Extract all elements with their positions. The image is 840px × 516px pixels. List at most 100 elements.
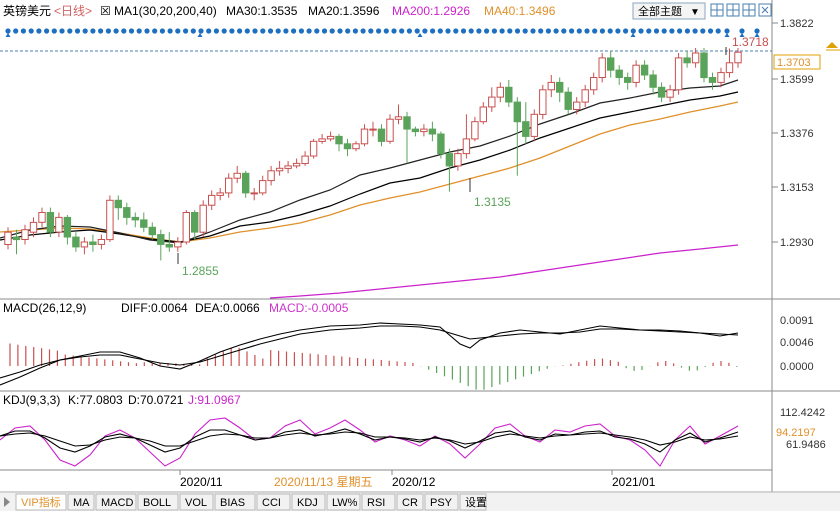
signal-dot [260, 28, 266, 34]
macd-dea: DEA:0.0066 [195, 301, 260, 315]
signal-dot [329, 28, 335, 34]
signal-dot [314, 28, 320, 34]
signal-dot [530, 28, 536, 34]
signal-dot [445, 28, 451, 34]
candle-body [131, 216, 140, 221]
price-axis: 1.3822 1.3599 1.3376 1.3153 1.2930 1.370… [773, 18, 840, 249]
macd-tick-label: 0.0046 [780, 337, 814, 349]
indicator-tab[interactable] [291, 493, 326, 511]
ma200-line [269, 244, 739, 299]
candle-body [496, 86, 505, 98]
signal-dot [592, 28, 598, 34]
indicator-tab[interactable] [396, 493, 424, 511]
indicator-tab[interactable] [459, 493, 487, 511]
signal-dot [345, 28, 351, 34]
low1-label: 1.2855 [182, 264, 219, 278]
signal-dot [59, 28, 65, 34]
signal-dot [599, 28, 606, 34]
candle-body [114, 199, 122, 209]
theme-button[interactable] [632, 2, 706, 20]
theme-button-label[interactable]: 全部主题 [638, 4, 682, 18]
signal-dot [638, 28, 644, 34]
ma-params: MA1(30,20,200,40) [114, 4, 217, 18]
signal-dot [152, 28, 158, 34]
indicator-tab[interactable] [214, 493, 256, 511]
indicator-tab[interactable] [326, 493, 361, 511]
signal-dot [715, 28, 721, 34]
candle-body [301, 155, 309, 165]
candle-body [284, 165, 292, 169]
indicator-tab-label[interactable]: BIAS [220, 497, 245, 509]
candle-body [505, 86, 513, 103]
candle-body [182, 212, 191, 243]
indicator-tab[interactable] [179, 493, 214, 511]
candle-body [292, 162, 301, 167]
indicator-tab-label[interactable]: 设置 [465, 496, 487, 509]
candle-body [38, 212, 46, 223]
price-grid [772, 22, 778, 243]
indicator-tab[interactable] [15, 493, 67, 511]
indicator-tab[interactable] [67, 493, 95, 511]
indicator-tab-label[interactable]: CCI [262, 497, 281, 509]
price-tick-label: 1.3376 [780, 128, 814, 140]
candle-body [386, 118, 394, 142]
indicator-tab[interactable] [361, 493, 396, 511]
indicator-tab-label[interactable]: RSI [367, 497, 385, 509]
kdj-k: K:77.0803 [68, 393, 123, 407]
candle-body [4, 231, 12, 245]
signal-dot [159, 28, 165, 34]
candle-body [157, 234, 165, 245]
candle-body [352, 143, 360, 150]
signal-dot [615, 28, 621, 34]
signal-dot [175, 28, 181, 34]
indicator-tab-label[interactable]: VIP指标 [21, 495, 61, 509]
candle-body [148, 226, 157, 236]
candle-body [657, 86, 666, 98]
indicator-tab-label[interactable]: VOL [185, 497, 207, 509]
indicator-tab-label[interactable]: CR [402, 497, 418, 509]
indicator-tab[interactable] [137, 493, 179, 511]
ma-checkbox[interactable]: ☒ [100, 4, 111, 18]
indicator-tab-label[interactable]: LW% [332, 497, 358, 509]
signal-dot [661, 28, 667, 34]
kdj-j-line [0, 417, 739, 467]
signal-dot [669, 28, 675, 34]
indicator-tab-label[interactable]: KDJ [297, 497, 318, 509]
candle-body [700, 52, 708, 79]
signal-dot [739, 28, 745, 34]
indicator-tab-label[interactable]: MA [73, 497, 90, 509]
signal-dot [105, 28, 111, 34]
price-tick-label: 1.2930 [780, 237, 814, 249]
signal-dot [74, 28, 81, 34]
indicator-tab[interactable] [95, 493, 137, 511]
indicator-tab[interactable] [256, 493, 291, 511]
signal-dot [399, 28, 405, 34]
indicator-tab-label[interactable]: BOLL [143, 497, 171, 509]
signal-dot [700, 28, 706, 34]
candle-body [369, 128, 377, 131]
candle-body [649, 74, 657, 88]
date-label: 2021/01 [612, 475, 656, 489]
theme-dropdown-icon[interactable]: ▼ [690, 7, 700, 18]
macd-histogram [9, 343, 738, 390]
signal-dot [252, 28, 258, 34]
candle-body [539, 89, 547, 115]
signal-dot [437, 28, 443, 34]
scroll-left-icon[interactable] [4, 497, 10, 507]
signal-dot [623, 28, 629, 34]
window-controls [710, 3, 772, 17]
candle-body [556, 81, 564, 93]
signal-arrow-icon [5, 33, 11, 37]
price-tick-label: 1.3599 [780, 74, 814, 86]
low2-label: 1.3135 [474, 195, 511, 209]
indicator-tab-label[interactable]: PSY [430, 497, 453, 509]
signal-dot [36, 28, 42, 34]
ma40-value: MA40:1.3496 [484, 4, 556, 18]
indicator-tab-label[interactable]: MACD [101, 497, 133, 509]
candle-body [547, 81, 555, 91]
candle-body [522, 121, 530, 137]
period-label[interactable]: <日线> [54, 4, 92, 18]
indicator-tab[interactable] [424, 493, 459, 511]
signal-dot [707, 28, 714, 34]
signal-dot [20, 28, 26, 34]
